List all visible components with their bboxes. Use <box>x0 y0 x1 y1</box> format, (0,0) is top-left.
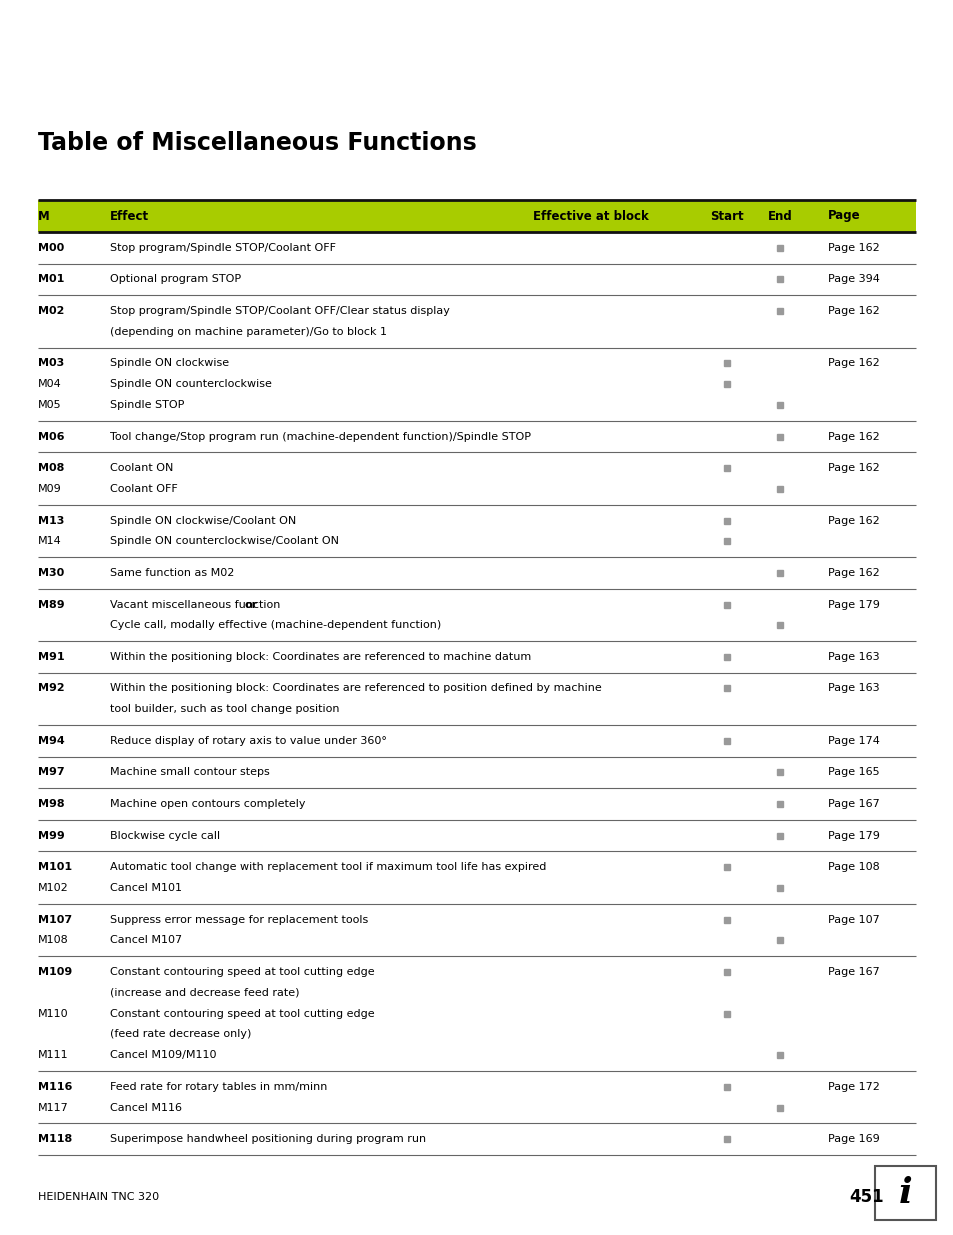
Text: 451: 451 <box>848 1188 882 1207</box>
Text: Page 107: Page 107 <box>827 915 879 925</box>
Text: Stop program/Spindle STOP/Coolant OFF: Stop program/Spindle STOP/Coolant OFF <box>110 243 335 253</box>
Text: Page 162: Page 162 <box>827 358 879 368</box>
Text: End: End <box>767 210 792 222</box>
Text: Spindle STOP: Spindle STOP <box>110 400 184 410</box>
Text: M98: M98 <box>38 799 65 809</box>
Text: Start: Start <box>709 210 743 222</box>
Text: Machine small contour steps: Machine small contour steps <box>110 767 269 778</box>
Text: M117: M117 <box>38 1103 69 1113</box>
Text: Page 162: Page 162 <box>827 515 879 526</box>
Text: Table of Miscellaneous Functions: Table of Miscellaneous Functions <box>38 131 476 156</box>
Text: Page 179: Page 179 <box>827 599 879 610</box>
Text: M: M <box>38 210 50 222</box>
Text: M91: M91 <box>38 652 65 662</box>
Text: M111: M111 <box>38 1050 69 1060</box>
Text: Page 172: Page 172 <box>827 1082 879 1092</box>
Text: Spindle ON clockwise/Coolant ON: Spindle ON clockwise/Coolant ON <box>110 515 295 526</box>
Text: Coolant OFF: Coolant OFF <box>110 484 177 494</box>
Text: Spindle ON clockwise: Spindle ON clockwise <box>110 358 229 368</box>
Text: M08: M08 <box>38 463 65 473</box>
Text: Page 167: Page 167 <box>827 967 879 977</box>
Text: or: or <box>244 599 257 610</box>
Text: Reduce display of rotary axis to value under 360°: Reduce display of rotary axis to value u… <box>110 736 386 746</box>
Text: M116: M116 <box>38 1082 72 1092</box>
Text: Within the positioning block: Coordinates are referenced to machine datum: Within the positioning block: Coordinate… <box>110 652 531 662</box>
Text: M00: M00 <box>38 243 65 253</box>
Text: Page 167: Page 167 <box>827 799 879 809</box>
Text: Cancel M116: Cancel M116 <box>110 1103 181 1113</box>
Text: M110: M110 <box>38 1009 69 1019</box>
Text: i: i <box>898 1176 911 1210</box>
Text: Suppress error message for replacement tools: Suppress error message for replacement t… <box>110 915 368 925</box>
Text: tool builder, such as tool change position: tool builder, such as tool change positi… <box>110 704 339 714</box>
Text: M102: M102 <box>38 883 69 893</box>
Text: Page 169: Page 169 <box>827 1134 879 1144</box>
Text: (depending on machine parameter)/Go to block 1: (depending on machine parameter)/Go to b… <box>110 327 386 337</box>
Text: M02: M02 <box>38 306 65 316</box>
Text: Feed rate for rotary tables in mm/minn: Feed rate for rotary tables in mm/minn <box>110 1082 327 1092</box>
Text: M13: M13 <box>38 515 65 526</box>
Text: HEIDENHAIN TNC 320: HEIDENHAIN TNC 320 <box>38 1192 159 1202</box>
Text: (feed rate decrease only): (feed rate decrease only) <box>110 1030 251 1040</box>
Text: Constant contouring speed at tool cutting edge: Constant contouring speed at tool cuttin… <box>110 1009 374 1019</box>
Text: Page 108: Page 108 <box>827 862 879 872</box>
Text: M06: M06 <box>38 431 65 442</box>
Text: M97: M97 <box>38 767 65 778</box>
Text: Blockwise cycle call: Blockwise cycle call <box>110 831 219 841</box>
Text: M09: M09 <box>38 484 62 494</box>
Text: Stop program/Spindle STOP/Coolant OFF/Clear status display: Stop program/Spindle STOP/Coolant OFF/Cl… <box>110 306 449 316</box>
Text: Cancel M101: Cancel M101 <box>110 883 181 893</box>
Text: M94: M94 <box>38 736 65 746</box>
Text: M92: M92 <box>38 683 65 694</box>
Text: M107: M107 <box>38 915 72 925</box>
Text: Automatic tool change with replacement tool if maximum tool life has expired: Automatic tool change with replacement t… <box>110 862 545 872</box>
Text: M89: M89 <box>38 599 65 610</box>
Text: Machine open contours completely: Machine open contours completely <box>110 799 305 809</box>
Text: Superimpose handwheel positioning during program run: Superimpose handwheel positioning during… <box>110 1134 425 1144</box>
Text: Page 165: Page 165 <box>827 767 879 778</box>
Text: Spindle ON counterclockwise/Coolant ON: Spindle ON counterclockwise/Coolant ON <box>110 536 338 546</box>
Text: Page 163: Page 163 <box>827 683 879 694</box>
Text: Page 174: Page 174 <box>827 736 879 746</box>
Text: Page: Page <box>827 210 860 222</box>
Text: Vacant miscellaneous function: Vacant miscellaneous function <box>110 599 283 610</box>
Text: Page 163: Page 163 <box>827 652 879 662</box>
Text: Coolant ON: Coolant ON <box>110 463 172 473</box>
Text: M109: M109 <box>38 967 72 977</box>
Text: Page 162: Page 162 <box>827 463 879 473</box>
Text: Page 162: Page 162 <box>827 243 879 253</box>
Text: Page 394: Page 394 <box>827 274 879 284</box>
Text: Cancel M109/M110: Cancel M109/M110 <box>110 1050 216 1060</box>
Text: Within the positioning block: Coordinates are referenced to position defined by : Within the positioning block: Coordinate… <box>110 683 600 694</box>
Text: Tool change/Stop program run (machine-dependent function)/Spindle STOP: Tool change/Stop program run (machine-de… <box>110 431 530 442</box>
Text: M99: M99 <box>38 831 65 841</box>
Text: M01: M01 <box>38 274 65 284</box>
Text: M108: M108 <box>38 935 69 946</box>
Text: Page 162: Page 162 <box>827 431 879 442</box>
Text: Page 162: Page 162 <box>827 306 879 316</box>
Text: M03: M03 <box>38 358 65 368</box>
Text: Constant contouring speed at tool cutting edge: Constant contouring speed at tool cuttin… <box>110 967 374 977</box>
Text: M101: M101 <box>38 862 72 872</box>
Text: Effective at block: Effective at block <box>533 210 648 222</box>
Text: M30: M30 <box>38 568 65 578</box>
Text: Page 162: Page 162 <box>827 568 879 578</box>
Text: Page 179: Page 179 <box>827 831 879 841</box>
Text: (increase and decrease feed rate): (increase and decrease feed rate) <box>110 988 299 998</box>
Text: M04: M04 <box>38 379 62 389</box>
Text: M14: M14 <box>38 536 62 546</box>
Text: M05: M05 <box>38 400 62 410</box>
Text: Cycle call, modally effective (machine-dependent function): Cycle call, modally effective (machine-d… <box>110 620 440 630</box>
Text: M118: M118 <box>38 1134 72 1144</box>
Text: Cancel M107: Cancel M107 <box>110 935 182 946</box>
Text: Optional program STOP: Optional program STOP <box>110 274 240 284</box>
FancyBboxPatch shape <box>38 200 915 232</box>
Text: Effect: Effect <box>110 210 149 222</box>
Text: Same function as M02: Same function as M02 <box>110 568 233 578</box>
Text: Spindle ON counterclockwise: Spindle ON counterclockwise <box>110 379 272 389</box>
FancyBboxPatch shape <box>874 1166 935 1220</box>
